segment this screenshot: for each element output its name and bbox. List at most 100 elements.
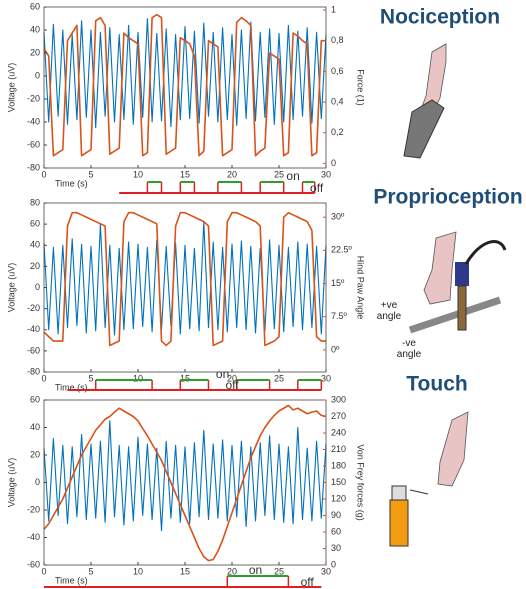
y-tick-label: 80 (30, 197, 40, 207)
y-tick-label: -20 (27, 93, 40, 103)
x-tick-label: 30 (321, 169, 331, 179)
y-tick-label: 40 (30, 422, 40, 432)
x-tick-label: 25 (274, 373, 284, 383)
panel-title: Touch (406, 373, 467, 396)
sensor-rod (457, 285, 467, 331)
x-tick-label: 0 (41, 373, 46, 383)
panel-title: Nociception (380, 6, 500, 29)
x-axis-label: Time (s) (55, 575, 88, 585)
y-tick-label: 60 (30, 394, 40, 404)
stimulus-edges (146, 182, 163, 193)
stimulus-edges (235, 380, 271, 390)
x-tick-label: 10 (133, 373, 143, 383)
illustrations (389, 43, 507, 547)
y2-tick-label: 0,8 (331, 35, 344, 45)
y-tick-label: 60 (30, 1, 40, 11)
von-frey-filament (389, 499, 409, 547)
y2-tick-label: 270 (331, 411, 346, 421)
x-tick-label: 25 (274, 169, 284, 179)
x-tick-label: 15 (180, 169, 190, 179)
y2-tick-label: 240 (331, 427, 346, 437)
y2-tick-label: 90 (331, 510, 341, 520)
voltage-trace (43, 221, 327, 336)
y-tick-label: -20 (27, 303, 40, 313)
y-tick-label: -40 (27, 532, 40, 542)
stimulus-edges (179, 380, 210, 390)
filament-tip (391, 485, 407, 501)
y2-tick-label: 22.5º (331, 245, 353, 255)
voltage-trace (43, 420, 327, 532)
y-axis-label: Voltage (uV) (6, 63, 16, 113)
y-tick-label: -60 (27, 139, 40, 149)
y-tick-label: -80 (27, 366, 40, 376)
stimulus-edges (226, 576, 290, 587)
y-tick-label: -20 (27, 504, 40, 514)
y-tick-label: 20 (30, 47, 40, 57)
paw-illustration (423, 231, 457, 305)
y2-tick-label: 0º (331, 344, 340, 354)
y-tick-label: 20 (30, 261, 40, 271)
stimulus-trace (43, 211, 326, 347)
off-label: off (310, 181, 324, 195)
y2-tick-label: 30º (331, 212, 345, 222)
x-tick-label: 20 (227, 566, 237, 576)
y-tick-label: -80 (27, 162, 40, 172)
stimulus-edges (301, 182, 316, 193)
x-tick-label: 15 (180, 566, 190, 576)
y-tick-label: 0 (35, 70, 40, 80)
stimulus-edges (259, 182, 285, 193)
y2-tick-label: 7.5º (331, 311, 348, 321)
x-tick-label: 20 (227, 169, 237, 179)
rotation-bar (408, 296, 502, 334)
on-label: on (216, 367, 229, 381)
on-label: on (286, 169, 299, 183)
x-axis-label: Time (s) (55, 178, 88, 188)
y2-axis-label: Force (1) (356, 69, 366, 106)
y-tick-label: -60 (27, 559, 40, 569)
y-tick-label: 0 (35, 282, 40, 292)
voltage-trace (43, 17, 327, 129)
x-tick-label: 0 (41, 566, 46, 576)
y2-tick-label: 0 (331, 559, 336, 569)
x-tick-label: 5 (88, 169, 93, 179)
y-axis-label: Voltage (uV) (6, 263, 16, 313)
sensor (455, 262, 469, 286)
y2-tick-label: 0,2 (331, 127, 344, 137)
x-tick-label: 0 (41, 169, 46, 179)
x-tick-label: 30 (321, 373, 331, 383)
x-tick-label: 30 (321, 566, 331, 576)
y2-tick-label: 120 (331, 493, 346, 503)
y2-tick-label: 210 (331, 444, 346, 454)
stimulus-edges (94, 380, 153, 390)
y2-tick-label: 15º (331, 278, 345, 288)
stimulus-trace (43, 404, 327, 562)
pinch-device (403, 99, 445, 159)
y2-tick-label: 60 (331, 526, 341, 536)
x-tick-label: 20 (227, 373, 237, 383)
off-label: off (225, 378, 239, 392)
y2-tick-label: 0 (331, 158, 336, 168)
y-tick-label: 0 (35, 477, 40, 487)
arrow (409, 489, 429, 495)
y-tick-label: -60 (27, 345, 40, 355)
panel-title: Proprioception (373, 186, 522, 209)
y2-tick-label: 0,4 (331, 96, 344, 106)
y-tick-label: -40 (27, 116, 40, 126)
stimulus-trace (43, 13, 326, 157)
cable (464, 240, 507, 265)
plot-frame (43, 399, 327, 566)
y-axis-label: Voltage (uV) (6, 458, 16, 508)
y2-axis-label: Von Frey forces (g) (356, 444, 366, 521)
x-axis-label: Time (s) (55, 382, 88, 392)
y2-axis-label: Hind Paw Angle (356, 256, 366, 320)
stimulus-edges (179, 182, 196, 193)
y-tick-label: 40 (30, 240, 40, 250)
y2-tick-label: 180 (331, 460, 346, 470)
x-tick-label: 15 (180, 373, 190, 383)
x-tick-label: 5 (88, 566, 93, 576)
on-label: on (249, 563, 262, 577)
y2-tick-label: 0,6 (331, 66, 344, 76)
angle-label: +ve angle (376, 300, 402, 322)
